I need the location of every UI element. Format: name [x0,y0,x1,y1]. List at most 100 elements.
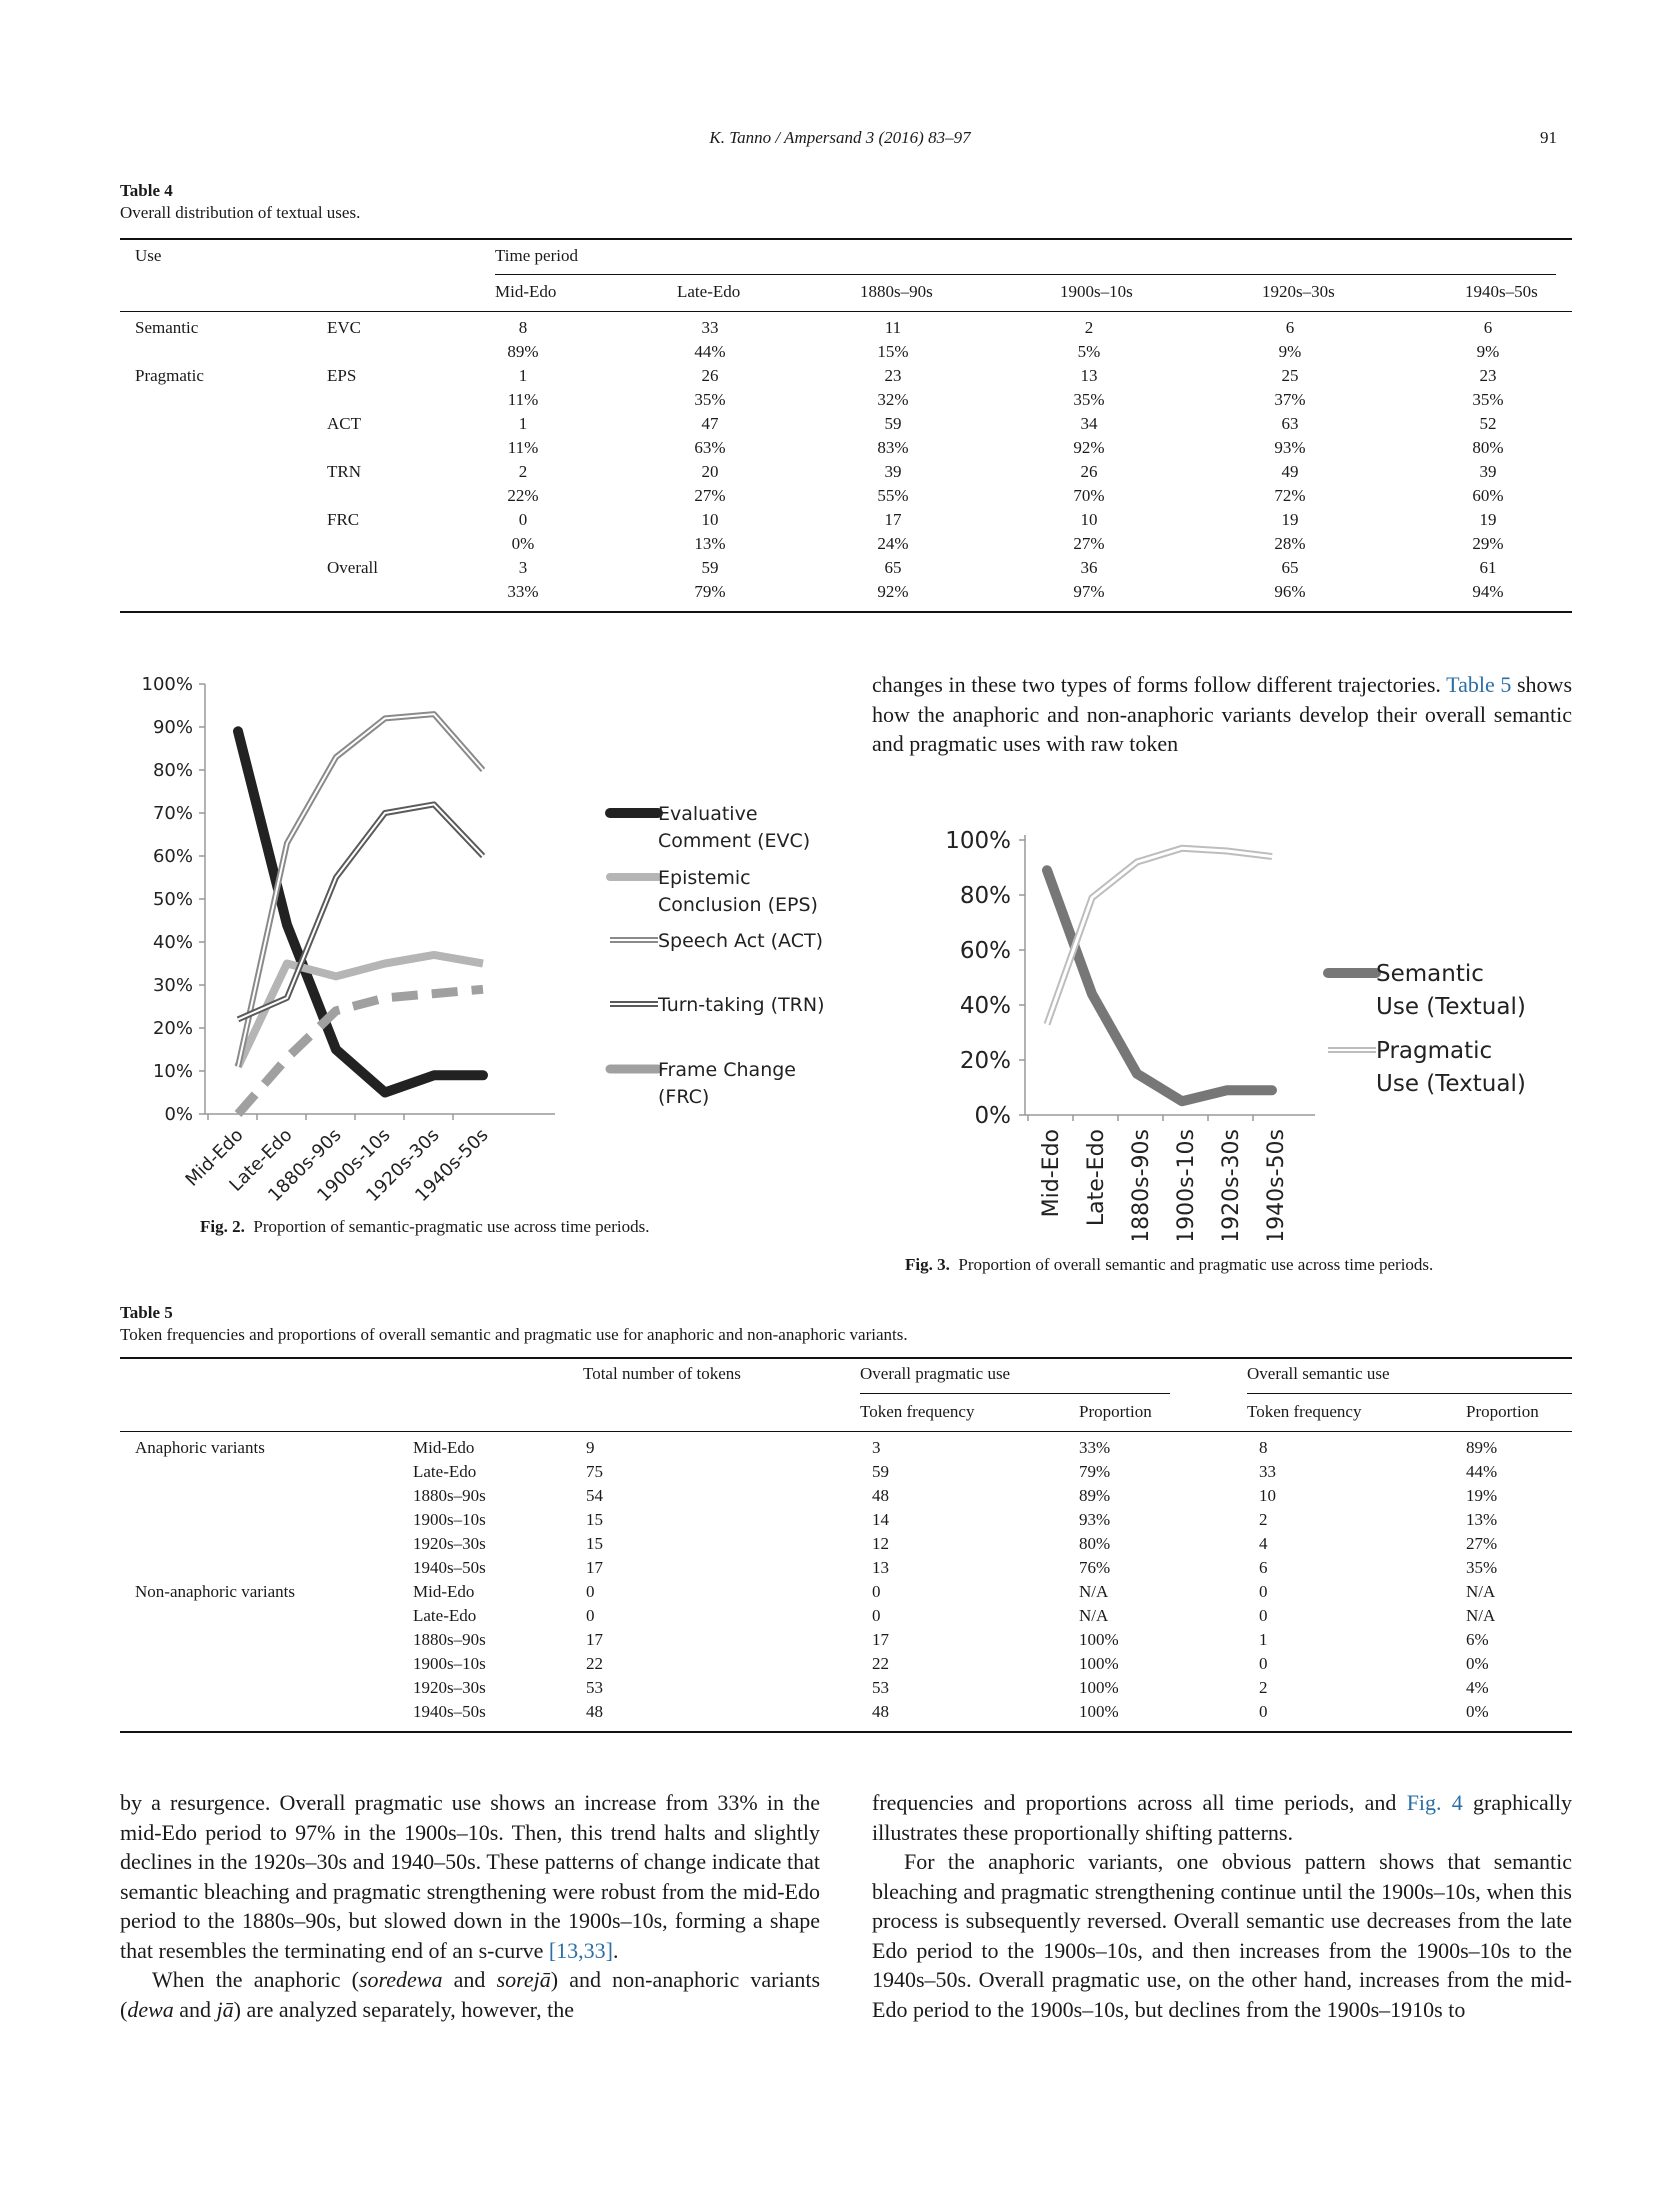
table5-period-cell: 1920s–30s [413,1678,486,1697]
x-tick-label: 1900s-10s [1174,1129,1199,1240]
left-column-text: by a resurgence. Overall pragmatic use s… [120,1788,820,2024]
table4-row-group: Semantic [135,318,199,337]
table5-sem-tf-cell: 0 [1259,1606,1268,1625]
table4-percent-cell: 9% [1278,342,1302,361]
table4-percent-cell: 70% [1073,486,1105,505]
table4-percent-cell: 79% [694,582,726,601]
table4-count-cell: 65 [1281,558,1299,577]
citation-link[interactable]: [13,33] [548,1937,614,1963]
table5-pragmatic-header: Overall pragmatic use [860,1364,1011,1383]
y-tick-label: 80% [153,760,193,781]
table4-count-cell: 17 [884,510,902,529]
table5-total-header: Total number of tokens [583,1364,741,1383]
table4-percent-cell: 33% [507,582,539,601]
table4-count-cell: 6 [1483,318,1493,337]
table4-percent-cell: 37% [1274,390,1306,409]
table4-count-cell: 11 [884,318,902,337]
table4-count-cell: 0 [518,510,528,529]
table5-prag-prop-cell: 100% [1079,1654,1119,1673]
table5-sem-tf-cell: 10 [1259,1486,1276,1505]
table5-prag-tf-cell: 22 [872,1654,889,1673]
table4-row-label: Overall [327,558,378,577]
table5-total-cell: 48 [586,1702,603,1721]
table4-count-cell: 34 [1080,414,1098,433]
x-tick-label: 1940s-50s [1264,1129,1289,1240]
table4-period-header: 1880s–90s [860,282,933,301]
table4-percent-cell: 72% [1274,486,1306,505]
table4-count-cell: 19 [1479,510,1497,529]
table4-count-cell: 49 [1281,462,1299,481]
y-tick-label: 10% [153,1061,193,1082]
table-rule [495,274,1556,275]
table-rule [120,311,1572,312]
para-text: shows how the anaphoric and non-anaphori… [872,672,1573,756]
series-line-2 [235,711,486,1068]
table5-link[interactable]: Table 5 [1446,672,1512,697]
table4-count-cell: 52 [1479,414,1497,433]
table5-sem-tf-cell: 2 [1259,1678,1268,1697]
table5-period-cell: Late-Edo [413,1462,477,1481]
table5-prag-tf-cell: 0 [872,1582,881,1601]
table5-sem-tf-cell: 2 [1259,1510,1268,1529]
table4-percent-cell: 94% [1472,582,1504,601]
table4-period-header: 1900s–10s [1060,282,1133,301]
table5-sem-tf-cell: 33 [1259,1462,1276,1481]
table4-percent-cell: 35% [1073,390,1105,409]
table5-sem-prop-cell: 19% [1466,1486,1498,1505]
table5-total-cell: 54 [586,1486,603,1505]
table4-count-cell: 8 [518,318,528,337]
table4-percent-cell: 60% [1472,486,1504,505]
table4-percent-cell: 32% [877,390,909,409]
table5-sem-prop-cell: N/A [1466,1582,1496,1601]
table4-percent-cell: 97% [1073,582,1105,601]
table5-sem-tf-cell: 6 [1259,1558,1268,1577]
table4-time-header: Time period [495,246,578,265]
legend-label: Evaluative Comment (EVC) [658,803,810,852]
right-paragraph-2: For the anaphoric variants, one obvious … [872,1849,1572,2022]
table5-sem-tf-cell: 0 [1259,1702,1268,1721]
y-tick-label: 20% [960,1048,1011,1074]
table4-title: Overall distribution of textual uses. [120,203,361,222]
table4-row-label: TRN [327,462,361,481]
fig4-link[interactable]: Fig. 4 [1406,1790,1463,1815]
fig2-caption: Fig. 2. Proportion of semantic-pragmatic… [200,1217,649,1237]
y-tick-label: 40% [153,932,193,953]
y-tick-label: 30% [153,975,193,996]
table5-sem-prop-cell: 35% [1466,1558,1498,1577]
table4-row-group: Pragmatic [135,366,204,385]
table4-row-label: ACT [327,414,361,433]
y-tick-label: 60% [153,846,193,867]
table5-period-cell: Mid-Edo [413,1438,475,1457]
table4-percent-cell: 92% [1073,438,1105,457]
table5-prag-prop-cell: 100% [1079,1630,1119,1649]
table5-prag-tf-cell: 3 [872,1438,881,1457]
table-rule [120,1731,1572,1733]
fig3-caption-text: Proportion of overall semantic and pragm… [958,1255,1434,1274]
series-line-1-inner [1045,846,1273,1025]
table5-sem-prop-cell: 89% [1466,1438,1498,1457]
table4-row-label: EVC [327,318,361,337]
table5-sem-tf-header: Token frequency [1247,1402,1362,1421]
table5-row-group: Anaphoric variants [135,1438,265,1457]
fig2-caption-text: Proportion of semantic-pragmatic use acr… [253,1217,650,1236]
page-number: 91 [1540,128,1557,147]
journal-citation: K. Tanno / Ampersand 3 (2016) 83–97 [709,128,971,147]
table4-percent-cell: 9% [1476,342,1500,361]
right-top-paragraph: changes in these two types of forms foll… [872,670,1572,759]
table5-prag-tf-header: Token frequency [860,1402,975,1421]
table5-prag-prop-cell: 100% [1079,1678,1119,1697]
table5-total-cell: 0 [586,1582,595,1601]
fig3-chart: 0% 20% 40% 60% 80% 100% Mid-Edo Late-Edo 1880s-9… [945,828,1526,1240]
table-rule [120,1357,1572,1359]
series-line-1 [1043,844,1273,1026]
legend-label: Turn-taking (TRN) [657,994,825,1016]
table5-title: Token frequencies and proportions of ove… [120,1325,908,1344]
fig3-label: Fig. 3. [905,1255,950,1274]
table5-period-cell: 1900s–10s [413,1510,486,1529]
table5-total-cell: 53 [586,1678,603,1697]
table4-count-cell: 10 [1080,510,1098,529]
fig3-caption: Fig. 3. Proportion of overall semantic a… [905,1255,1433,1275]
table4-count-cell: 2 [1084,318,1094,337]
y-tick-label: 20% [153,1018,193,1039]
table4-count-cell: 20 [701,462,719,481]
